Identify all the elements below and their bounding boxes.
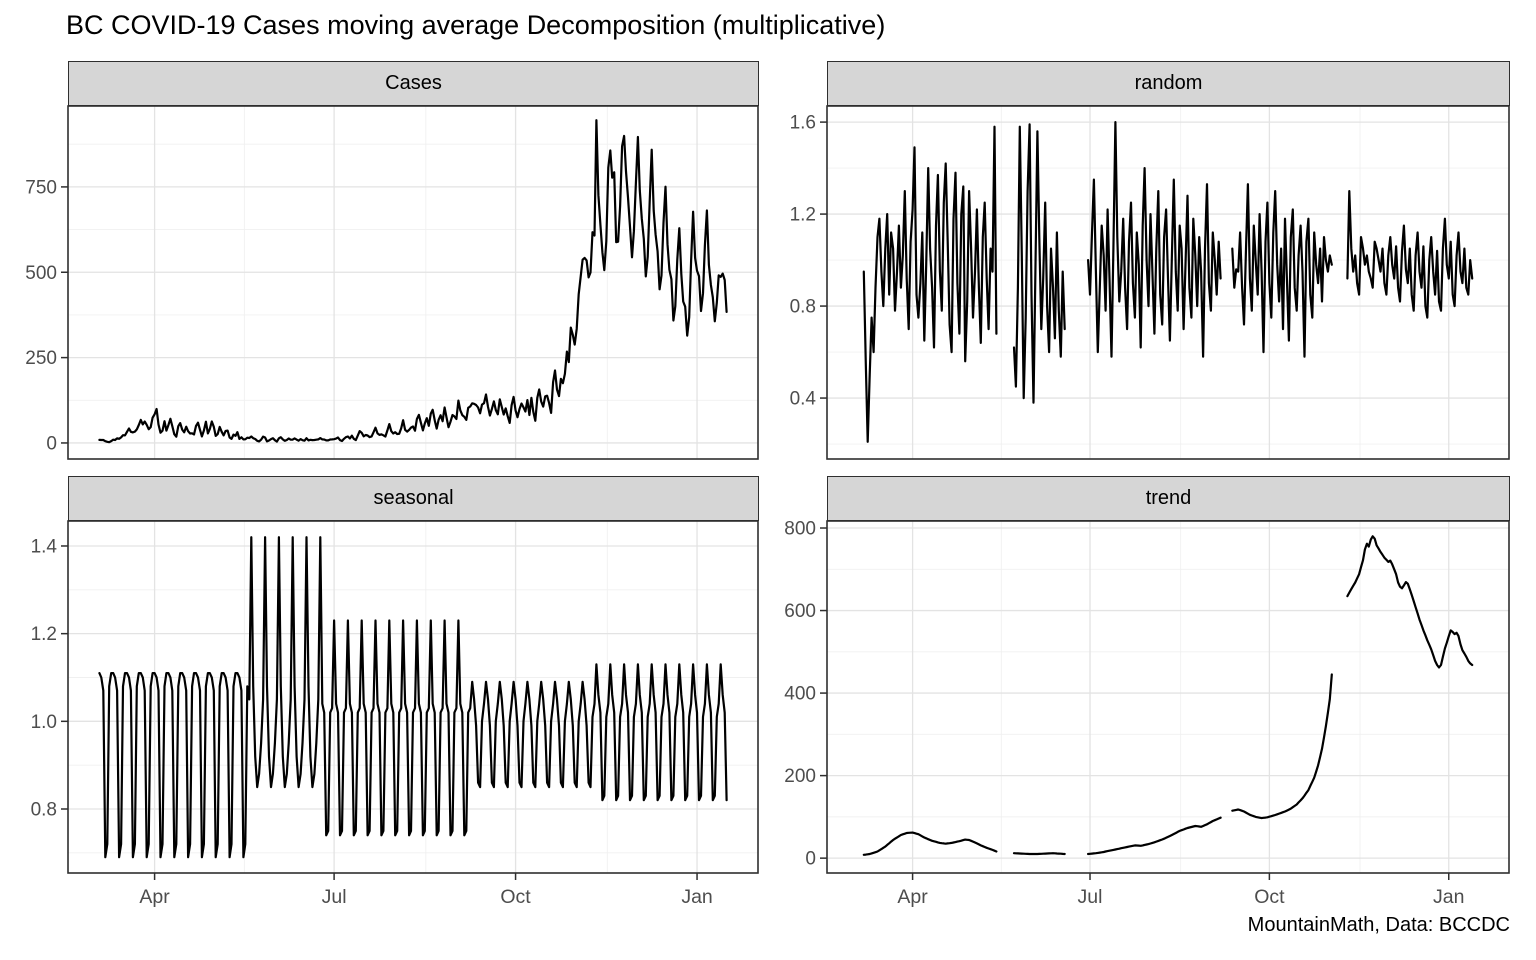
svg-text:600: 600 bbox=[784, 601, 816, 622]
facet-strip-random-label: random bbox=[1134, 72, 1203, 94]
svg-text:400: 400 bbox=[784, 684, 816, 705]
svg-text:Apr: Apr bbox=[897, 886, 928, 908]
svg-text:0: 0 bbox=[46, 433, 57, 454]
svg-text:Oct: Oct bbox=[500, 886, 531, 908]
source-caption: MountainMath, Data: BCCDC bbox=[1247, 914, 1510, 936]
svg-text:0.4: 0.4 bbox=[790, 389, 817, 410]
svg-text:Jul: Jul bbox=[1078, 886, 1103, 908]
svg-text:750: 750 bbox=[25, 177, 57, 198]
svg-text:Jan: Jan bbox=[681, 886, 712, 908]
facet-strip-trend-label: trend bbox=[1145, 487, 1192, 509]
facet-strip-cases-label: Cases bbox=[385, 72, 442, 94]
cases-plot: 0 250 500 750 bbox=[25, 105, 759, 460]
svg-text:Oct: Oct bbox=[1254, 886, 1285, 908]
svg-text:Jul: Jul bbox=[322, 886, 347, 908]
svg-text:500: 500 bbox=[25, 263, 57, 284]
facet-strip-seasonal-label: seasonal bbox=[373, 487, 454, 509]
svg-text:Apr: Apr bbox=[139, 886, 170, 908]
facet-strip-random: random bbox=[827, 61, 1510, 106]
svg-text:1.0: 1.0 bbox=[31, 712, 57, 733]
svg-text:Jan: Jan bbox=[1433, 886, 1464, 908]
trend-plot: 0 200 400 600 800 Apr Jul Oct Jan bbox=[784, 519, 1510, 908]
seasonal-plot: 0.8 1.0 1.2 1.4 Apr Jul Oct Jan bbox=[31, 520, 759, 908]
svg-text:0: 0 bbox=[805, 849, 816, 870]
facet-strip-trend: trend bbox=[827, 476, 1510, 521]
chart-title: BC COVID-19 Cases moving average Decompo… bbox=[66, 10, 886, 40]
svg-text:1.6: 1.6 bbox=[790, 113, 816, 134]
svg-text:0.8: 0.8 bbox=[790, 297, 816, 318]
random-plot: 0.4 0.8 1.2 1.6 bbox=[790, 105, 1510, 460]
svg-text:250: 250 bbox=[25, 348, 57, 369]
svg-text:0.8: 0.8 bbox=[31, 800, 57, 821]
svg-text:1.4: 1.4 bbox=[31, 536, 58, 557]
facet-strip-seasonal: seasonal bbox=[68, 476, 759, 521]
svg-text:200: 200 bbox=[784, 766, 816, 787]
svg-text:1.2: 1.2 bbox=[31, 624, 57, 645]
facet-strip-cases: Cases bbox=[68, 61, 759, 106]
svg-text:800: 800 bbox=[784, 519, 816, 540]
svg-text:1.2: 1.2 bbox=[790, 205, 816, 226]
